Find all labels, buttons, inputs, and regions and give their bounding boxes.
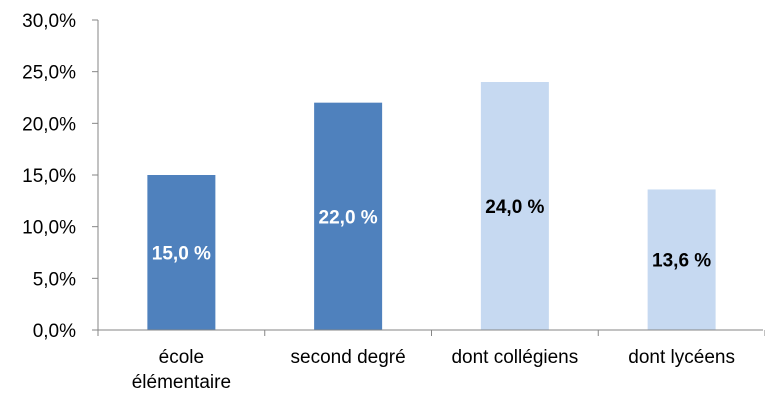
x-category-label: école xyxy=(159,347,204,368)
x-category-label: second degré xyxy=(291,347,406,368)
bar xyxy=(647,189,716,330)
y-tick-label: 5,0% xyxy=(33,269,76,290)
data-label: 22,0 % xyxy=(319,207,378,228)
y-tick-label: 15,0% xyxy=(22,166,76,187)
data-label: 15,0 % xyxy=(152,244,211,265)
x-category-label: dont collégiens xyxy=(451,347,578,368)
bars-group xyxy=(147,82,716,331)
axes xyxy=(97,20,765,336)
y-axis-ticks: 0,0% 5,0% 10,0% 15,0% 20,0% 25,0% 30,0% xyxy=(22,11,98,342)
y-tick-label: 0,0% xyxy=(33,321,76,342)
x-category-label: dont lycéens xyxy=(628,347,735,368)
data-labels-group: 15,0 % 22,0 % 24,0 % 13,6 % xyxy=(152,197,712,272)
data-label: 13,6 % xyxy=(652,251,711,272)
x-axis-labels: école élémentaire second degré dont collégi… xyxy=(132,347,735,393)
bar xyxy=(480,82,549,330)
y-tick-label: 20,0% xyxy=(22,114,76,135)
y-tick-label: 30,0% xyxy=(22,11,76,32)
y-tick-label: 25,0% xyxy=(22,63,76,84)
bar xyxy=(147,175,216,330)
y-tick-label: 10,0% xyxy=(22,218,76,239)
data-label: 24,0 % xyxy=(485,197,544,218)
x-category-label: élémentaire xyxy=(132,372,231,393)
bar xyxy=(314,102,383,331)
